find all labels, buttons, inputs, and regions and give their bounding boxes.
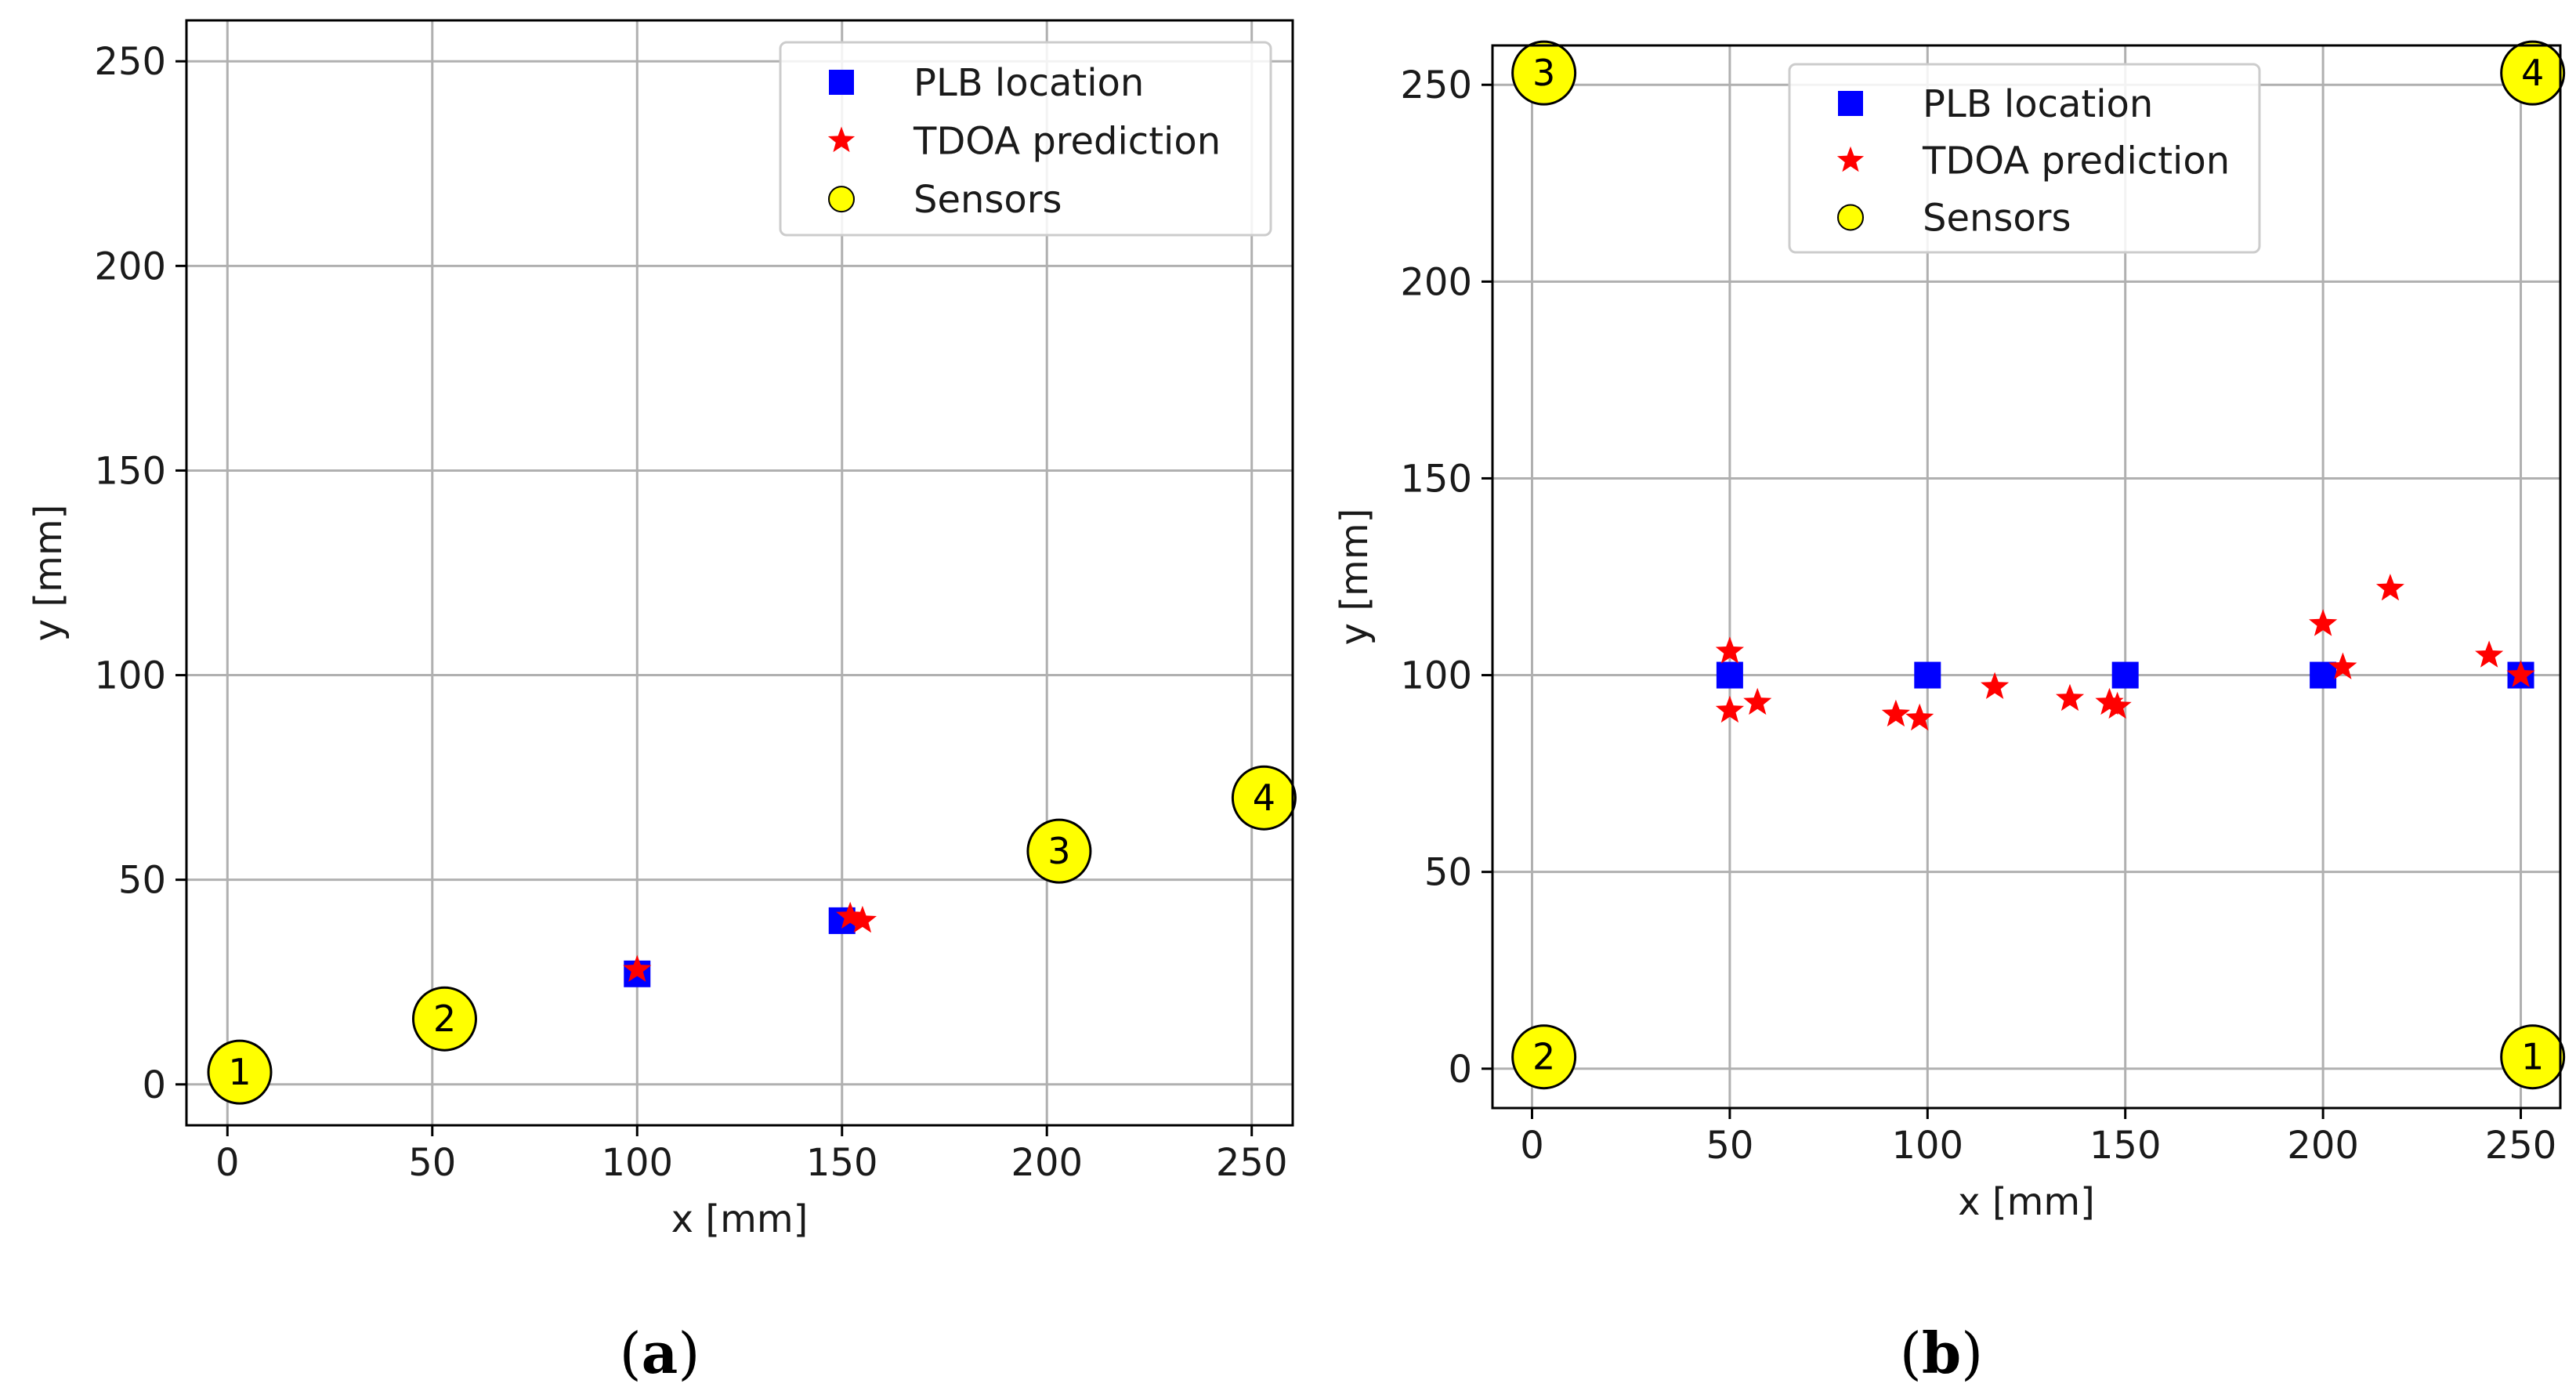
plot-a-caption-close: ): [678, 1320, 700, 1386]
plot-a-sensor-point-0: [207, 1039, 273, 1105]
plot-a-sensor-point-1-label: 2: [433, 998, 456, 1040]
plot-b-tdoa-point-10: [2328, 652, 2357, 679]
plot-b-tdoa-point-5: [1981, 672, 2010, 699]
plot-a-tdoa-point-2: [848, 905, 877, 933]
plot-b-xlabel: x [mm]: [1958, 1180, 2095, 1224]
plot-a-sensor-point-1: [411, 986, 477, 1052]
plot-b-legend-box: [1788, 63, 2261, 254]
plot-b-tdoa-point-12: [2475, 640, 2504, 668]
plot-b-legend-tdoa-marker: [1836, 146, 1865, 172]
plot-b-caption-letter: b: [1922, 1320, 1961, 1386]
plot-b-caption: (b): [1900, 1320, 1984, 1386]
plot-a-sensor-point-2-label: 3: [1047, 830, 1070, 872]
plot-b-plb-point-3: [2310, 661, 2337, 689]
plot-a-sensor-point-0-label: 1: [228, 1051, 251, 1093]
plot-b-xtick-label-2: 100: [1891, 1124, 1963, 1168]
plot-a-xtick-label-4: 200: [1011, 1141, 1083, 1185]
plot-a-ytick-label-2: 100: [94, 654, 166, 698]
plot-a-xtick-label-2: 100: [601, 1141, 673, 1185]
plot-a-ylabel: y [mm]: [27, 505, 71, 642]
plot-a-ytick-label-3: 150: [94, 449, 166, 493]
plot-a-legend-plb-marker: [829, 70, 854, 95]
plot-b-ytick-label-2: 100: [1400, 654, 1472, 698]
plot-b-plb-point-1: [1914, 661, 1941, 689]
plot-b-ytick-label-3: 150: [1400, 457, 1472, 501]
plot-b-tdoa-point-3: [1881, 699, 1910, 727]
plot-a-ytick-label-4: 200: [94, 244, 166, 288]
plot-b-tdoa-point-1: [1715, 695, 1744, 723]
plot-a-ytick-label-0: 0: [142, 1063, 166, 1107]
plot-b-sensor-point-1-label: 4: [2521, 52, 2544, 94]
plot-b-ytick-label-5: 250: [1400, 63, 1472, 107]
plot-b-sensor-point-3-label: 1: [2521, 1036, 2544, 1078]
plot-b-ytick-label-4: 200: [1400, 260, 1472, 304]
plot-b-sensor-point-3: [2500, 1024, 2566, 1090]
plot-a-sensor-point-3-label: 4: [1253, 777, 1275, 819]
plot-a-sensor-point-3: [1231, 765, 1297, 831]
plot-a-legend-sensor-marker: [828, 186, 855, 213]
plot-b-sensor-point-1: [2500, 40, 2566, 106]
plot-b-xtick-label-4: 200: [2287, 1124, 2359, 1168]
plot-a-xtick-label-1: 50: [408, 1141, 456, 1185]
plot-b-plb-point-0: [1716, 661, 1743, 689]
plot-a-legend-box: [779, 41, 1272, 237]
plot-b-legend-plb-marker: [1838, 91, 1863, 116]
plot-a-legend-tdoa-label: TDOA prediction: [913, 120, 1221, 164]
plot-b-plb-point-2: [2111, 661, 2139, 689]
plot-a: 0 50 100 150 200 250 0 50 100 150 200 250 1 2 3 4 x [mm]…: [27, 19, 1297, 1386]
plot-b-caption-open: (: [1900, 1320, 1922, 1386]
plot-a-sensor-point-2: [1026, 818, 1092, 884]
plot-b-sensor-point-2: [1511, 1024, 1577, 1090]
plot-b-legend-tdoa-label: TDOA prediction: [1922, 139, 2230, 183]
plot-b-xtick-label-5: 250: [2485, 1124, 2557, 1168]
plot-b-xtick-label-3: 150: [2089, 1124, 2162, 1168]
plot-b-legend: PLB location TDOA prediction Sensors: [1788, 63, 2261, 254]
plot-b-tdoa-point-8: [2103, 691, 2132, 719]
plot-b-xtick-label-0: 0: [1520, 1124, 1544, 1168]
plot-a-legend-sensor-label: Sensors: [914, 178, 1062, 222]
plot-b-sensor-point-0: [1511, 40, 1577, 106]
plot-a-legend-tdoa-marker: [827, 126, 856, 153]
plot-b-xtick-label-1: 50: [1706, 1124, 1753, 1168]
plot-a-caption-open: (: [620, 1320, 642, 1386]
plot-b-ylabel: y [mm]: [1333, 509, 1377, 646]
plot-a-tdoa-point-0: [623, 954, 652, 982]
plot-a-xtick-label-3: 150: [806, 1141, 878, 1185]
plot-b: 0 50 100 150 200 250 0 50 100 150 200 250 3 4 2 1 x [mm]…: [1333, 40, 2566, 1386]
plot-b-tdoa-point-0: [1715, 636, 1744, 664]
plot-b-legend-sensor-label: Sensors: [1923, 196, 2071, 240]
plot-b-tdoa-point-6: [2056, 683, 2085, 712]
plot-a-legend: PLB location TDOA prediction Sensors: [779, 41, 1272, 237]
plot-b-sensor-point-0-label: 3: [1532, 52, 1555, 94]
plot-b-axes-frame: [1491, 44, 2562, 1110]
plot-b-tdoa-point-2: [1743, 687, 1772, 715]
plot-a-xlabel: x [mm]: [671, 1197, 809, 1241]
plot-a-xtick-label-5: 250: [1216, 1141, 1288, 1185]
plot-b-tdoa-point-13: [2506, 660, 2535, 687]
plot-a-caption-letter: a: [642, 1320, 678, 1386]
plot-b-tdoa-point-4: [1905, 703, 1934, 731]
plot-b-legend-sensor-marker: [1837, 204, 1864, 231]
plot-b-tdoa-point-11: [2375, 574, 2404, 601]
plot-a-xtick-label-0: 0: [215, 1141, 240, 1185]
plot-b-legend-plb-label: PLB location: [1923, 82, 2153, 126]
plot-a-ytick-label-1: 50: [118, 859, 166, 903]
plot-a-caption: (a): [620, 1320, 700, 1386]
plot-a-tdoa-point-1: [836, 901, 865, 929]
plot-b-caption-close: ): [1961, 1320, 1983, 1386]
plot-a-legend-plb-label: PLB location: [914, 61, 1144, 105]
plot-a-axes-frame: [185, 19, 1294, 1127]
plot-b-tdoa-point-7: [2095, 687, 2124, 715]
plot-b-ytick-label-1: 50: [1424, 851, 1472, 895]
plot-b-ytick-label-0: 0: [1448, 1048, 1472, 1092]
plot-a-ytick-label-5: 250: [94, 40, 166, 84]
plot-b-sensor-point-2-label: 2: [1532, 1036, 1555, 1078]
plot-b-tdoa-point-9: [2309, 609, 2338, 636]
